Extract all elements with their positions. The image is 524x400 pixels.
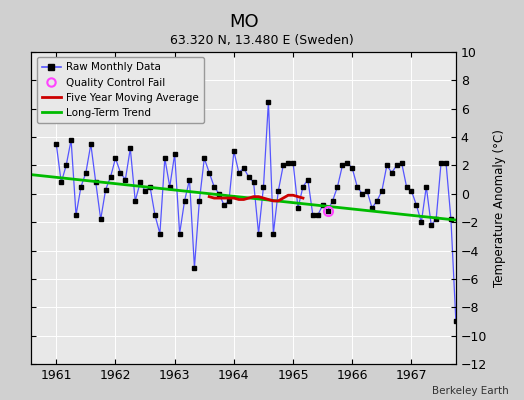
Title: MO: MO — [229, 13, 258, 31]
Text: Berkeley Earth: Berkeley Earth — [432, 386, 508, 396]
Y-axis label: Temperature Anomaly (°C): Temperature Anomaly (°C) — [493, 129, 506, 287]
Text: 63.320 N, 13.480 E (Sweden): 63.320 N, 13.480 E (Sweden) — [170, 34, 354, 47]
Legend: Raw Monthly Data, Quality Control Fail, Five Year Moving Average, Long-Term Tren: Raw Monthly Data, Quality Control Fail, … — [37, 57, 204, 123]
